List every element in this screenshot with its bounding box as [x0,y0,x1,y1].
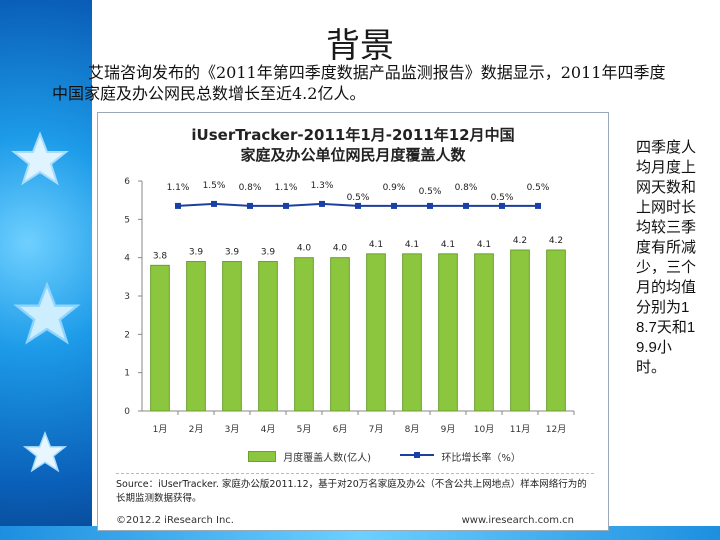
growth-marker [463,202,469,209]
x-tick-label: 2月 [189,424,204,435]
x-tick-label: 10月 [474,424,494,435]
star-icon [22,430,68,473]
website: www.iresearch.com.cn [461,515,574,526]
bar [330,257,350,412]
bar-value-label: 4.1 [405,240,419,250]
x-tick-label: 5月 [297,424,312,435]
chart-title: iUserTracker-2011年1月-2011年12月中国 家庭及办公单位网民… [191,126,515,164]
bar-value-label: 3.9 [189,248,204,258]
y-tick-label: 3 [124,292,130,302]
bar [474,253,494,412]
growth-marker [319,200,325,207]
bar-value-label: 4.1 [477,240,491,250]
x-tick-label: 6月 [333,424,348,435]
bar [150,264,170,412]
bar [258,261,278,412]
chart-legend: 月度覆盖人数(亿人) 环比增长率（%） [248,449,521,464]
left-decoration [0,0,92,540]
x-tick-label: 12月 [546,424,566,435]
bar-value-label: 3.9 [225,248,240,258]
intro-paragraph: 艾瑞咨询发布的《2011年第四季度数据产品监测报告》数据显示，2011年四季度中… [52,63,666,103]
bar [366,253,386,412]
growth-marker [535,202,541,209]
chart-plot: 0 1 2 3 4 5 6 3.8 1月 3.9 2月 3.9 3月 3.9 4月 4.0 5月 4.0 6月 4.1… [124,177,575,435]
growth-label: 0.8% [239,183,262,193]
bar-value-label: 4.0 [297,244,312,254]
growth-marker [427,202,433,209]
growth-marker [283,202,289,209]
growth-label: 1.1% [167,183,190,193]
side-note: 四季度人均月度上网天数和上网时长均较三季度有所减少，三个月的均值分别为18.7天… [636,139,697,376]
growth-label: 0.9% [383,183,406,193]
bar [402,253,422,412]
growth-label: 1.5% [203,181,226,191]
slide-title: 背景 [326,26,394,66]
bar-value-label: 4.1 [441,240,455,250]
growth-label: 1.1% [275,183,298,193]
bar [438,253,458,412]
growth-marker [499,202,505,209]
bar-value-label: 4.1 [369,240,383,250]
legend-line-label: 环比增长率（%） [441,453,521,464]
y-tick-label: 2 [124,330,130,340]
x-tick-label: 9月 [441,424,456,435]
y-tick-label: 0 [124,407,130,417]
y-tick-label: 5 [124,215,130,225]
legend-bar-label: 月度覆盖人数(亿人) [283,453,371,464]
y-tick-label: 6 [124,177,130,187]
bar-value-label: 4.2 [549,236,563,246]
x-tick-label: 4月 [261,424,276,435]
growth-marker [391,202,397,209]
x-tick-label: 7月 [369,424,384,435]
star-icon [13,281,81,345]
growth-marker [355,202,361,209]
y-tick-label: 1 [124,369,130,379]
bar-value-label: 4.0 [333,244,348,254]
growth-label: 0.5% [419,187,442,197]
source-note: Source：iUserTracker. 家庭办公版2011.12，基于对20万… [116,473,594,506]
bar [294,257,314,412]
bar-value-label: 3.9 [261,248,276,258]
growth-marker [211,200,217,207]
growth-label: 0.8% [455,183,478,193]
x-tick-label: 1月 [153,424,168,435]
x-tick-label: 8月 [405,424,420,435]
growth-label: 0.5% [347,193,370,203]
legend-bar-swatch [248,451,276,462]
y-tick-label: 4 [124,254,130,264]
growth-label: 1.3% [311,181,334,191]
copyright: ©2012.2 iResearch Inc. [116,515,234,526]
bar [222,261,242,412]
star-icon [11,131,69,186]
growth-label: 0.5% [491,193,514,203]
chart-panel: iUserTracker-2011年1月-2011年12月中国 家庭及办公单位网民… [97,112,609,531]
bar [546,249,566,412]
growth-marker [247,202,253,209]
x-tick-label: 11月 [510,424,530,435]
bar [186,261,206,412]
bar-value-label: 3.8 [153,251,168,261]
bar-value-label: 4.2 [513,236,527,246]
bar [510,249,530,412]
growth-marker [175,202,181,209]
growth-label: 0.5% [527,183,550,193]
x-tick-label: 3月 [225,424,240,435]
legend-line-swatch [400,450,435,463]
